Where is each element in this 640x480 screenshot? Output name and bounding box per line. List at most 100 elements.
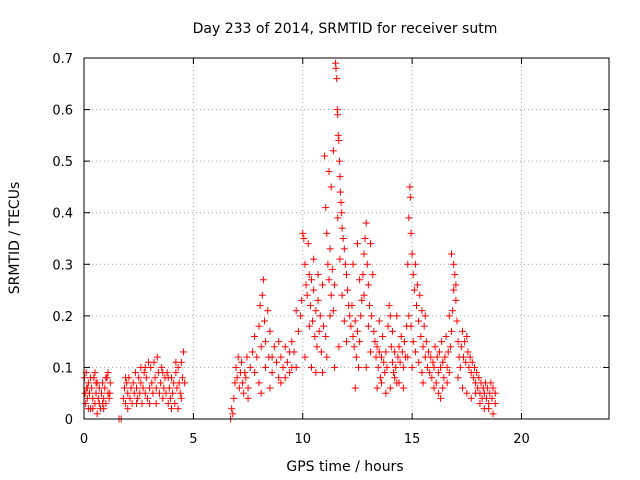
data-point bbox=[172, 358, 180, 366]
x-tick-label: 0 bbox=[80, 432, 88, 447]
data-point bbox=[489, 410, 497, 418]
data-point bbox=[452, 296, 460, 304]
data-point bbox=[101, 384, 109, 392]
data-point bbox=[416, 291, 424, 299]
data-point bbox=[434, 369, 442, 377]
data-point bbox=[410, 286, 418, 294]
data-point bbox=[426, 369, 434, 377]
data-point bbox=[349, 260, 357, 268]
data-point bbox=[119, 394, 127, 402]
data-point bbox=[150, 358, 158, 366]
data-point bbox=[391, 348, 399, 356]
data-point bbox=[441, 353, 449, 361]
data-point bbox=[419, 343, 427, 351]
x-tick-label: 5 bbox=[189, 432, 197, 447]
data-point bbox=[255, 379, 263, 387]
data-point bbox=[251, 369, 259, 377]
data-point bbox=[450, 260, 458, 268]
data-point bbox=[159, 369, 167, 377]
data-point bbox=[98, 389, 105, 397]
data-point bbox=[323, 353, 331, 361]
data-point bbox=[338, 291, 346, 299]
data-point bbox=[124, 389, 132, 397]
data-point bbox=[311, 332, 319, 340]
data-point bbox=[356, 338, 364, 346]
data-point bbox=[352, 353, 360, 361]
data-point bbox=[362, 363, 370, 371]
data-point bbox=[458, 327, 466, 335]
data-point bbox=[312, 307, 320, 315]
data-point bbox=[433, 353, 441, 361]
data-point bbox=[423, 363, 431, 371]
data-point bbox=[463, 332, 471, 340]
data-point bbox=[415, 358, 423, 366]
data-point bbox=[255, 322, 263, 330]
data-point bbox=[438, 338, 446, 346]
data-point bbox=[92, 379, 100, 387]
data-point bbox=[384, 322, 392, 330]
data-point bbox=[364, 322, 372, 330]
data-point bbox=[315, 327, 323, 335]
data-point bbox=[461, 338, 469, 346]
data-point bbox=[334, 131, 342, 139]
data-point bbox=[454, 374, 462, 382]
data-point bbox=[382, 389, 390, 397]
data-point bbox=[178, 374, 186, 382]
data-point bbox=[368, 312, 376, 320]
data-point bbox=[450, 286, 458, 294]
data-point bbox=[314, 271, 322, 279]
data-point bbox=[343, 271, 350, 279]
data-point bbox=[420, 322, 428, 330]
data-point bbox=[407, 322, 415, 330]
data-point bbox=[411, 348, 419, 356]
data-point bbox=[153, 353, 161, 361]
data-point bbox=[361, 235, 369, 242]
data-point bbox=[488, 394, 496, 402]
data-point bbox=[439, 358, 447, 366]
data-point bbox=[452, 281, 460, 289]
data-point bbox=[460, 353, 468, 361]
data-point bbox=[435, 348, 443, 356]
data-point bbox=[246, 363, 254, 371]
data-point bbox=[408, 363, 416, 371]
data-point bbox=[445, 369, 453, 377]
data-point bbox=[262, 338, 270, 346]
data-point bbox=[229, 410, 237, 418]
data-point bbox=[336, 188, 344, 196]
data-point bbox=[406, 193, 414, 201]
data-point bbox=[126, 394, 134, 402]
data-point bbox=[405, 214, 413, 222]
data-point bbox=[310, 286, 318, 294]
data-point bbox=[270, 343, 278, 351]
data-point bbox=[99, 400, 107, 408]
data-point bbox=[322, 332, 330, 340]
data-point bbox=[133, 384, 140, 392]
data-point bbox=[411, 260, 419, 268]
data-point bbox=[360, 291, 368, 299]
data-point bbox=[360, 250, 368, 258]
data-point bbox=[349, 332, 357, 340]
data-point bbox=[373, 384, 381, 392]
data-point bbox=[305, 322, 313, 330]
data-point bbox=[334, 111, 342, 119]
data-point bbox=[158, 363, 166, 371]
data-point bbox=[180, 348, 188, 356]
data-point bbox=[327, 183, 335, 191]
data-point bbox=[157, 379, 165, 387]
data-point bbox=[351, 317, 359, 325]
data-point bbox=[381, 369, 389, 377]
data-point bbox=[398, 348, 406, 356]
data-point bbox=[385, 302, 393, 310]
data-point bbox=[418, 369, 426, 377]
y-tick-label: 0.1 bbox=[52, 361, 73, 376]
data-point bbox=[305, 271, 313, 279]
data-point bbox=[241, 369, 249, 377]
data-point bbox=[462, 358, 470, 366]
data-point bbox=[429, 358, 437, 366]
data-point bbox=[325, 276, 333, 284]
data-point bbox=[253, 353, 261, 361]
data-point bbox=[308, 276, 315, 284]
data-point bbox=[141, 389, 149, 397]
y-tick-label: 0.5 bbox=[52, 155, 73, 170]
